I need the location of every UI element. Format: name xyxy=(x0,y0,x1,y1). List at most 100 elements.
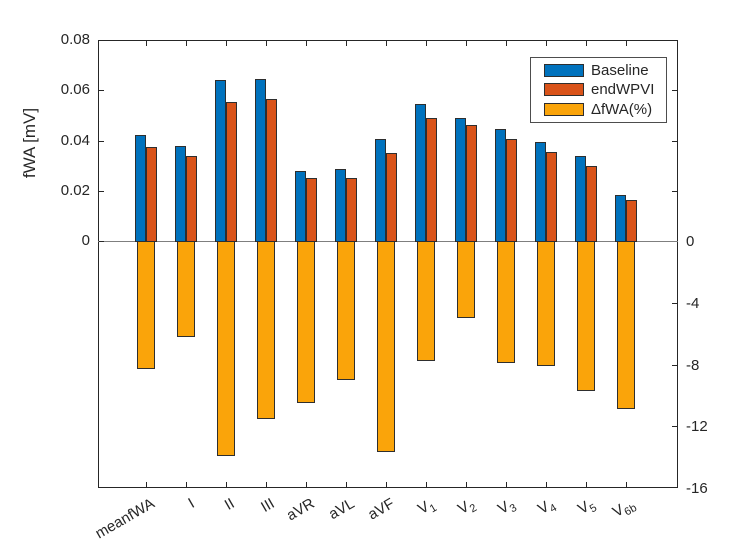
x-axis-tick-label-meanfWA: meanfWA xyxy=(92,495,158,543)
x-axis-top-tick xyxy=(426,41,427,46)
right-axis-tick-label: -16 xyxy=(686,480,708,497)
x-axis-tick-label-aVL: aVL xyxy=(325,495,358,524)
right-axis-tick xyxy=(672,426,677,428)
bar-endwpvi-I xyxy=(186,155,197,242)
right-axis-tick-label: -8 xyxy=(686,356,700,374)
x-axis-tick xyxy=(386,482,387,487)
bar-delta-fwa-V1 xyxy=(417,241,435,362)
bar-baseline-aVL xyxy=(335,169,346,242)
legend-swatch-delta-fwa xyxy=(544,102,584,116)
right-axis-tick-label: -12 xyxy=(686,418,708,436)
bar-delta-fwa-meanfWA xyxy=(137,241,155,370)
bar-delta-fwa-aVL xyxy=(337,241,355,380)
bar-endwpvi-V2 xyxy=(466,125,477,242)
bar-delta-fwa-aVR xyxy=(297,241,315,404)
left-axis-tick xyxy=(99,140,104,142)
x-axis-top-tick xyxy=(146,41,147,46)
x-axis-top-tick xyxy=(186,41,187,46)
bar-delta-fwa-V6b xyxy=(617,241,635,410)
legend-item-endwpvi: endWPVI xyxy=(531,81,666,98)
bar-endwpvi-III xyxy=(266,99,277,242)
x-axis-tick xyxy=(226,482,227,487)
bar-baseline-I xyxy=(175,145,186,242)
bar-baseline-V6b xyxy=(615,194,626,242)
legend-label-baseline: Baseline xyxy=(591,62,649,80)
bar-endwpvi-meanfWA xyxy=(146,146,157,242)
x-axis-top-tick xyxy=(386,41,387,46)
bar-baseline-V5 xyxy=(575,155,586,242)
bar-endwpvi-V6b xyxy=(626,199,637,242)
x-axis-tick-label-I: I xyxy=(185,495,198,512)
right-spine-mirror-tick xyxy=(672,190,677,192)
x-axis-top-tick xyxy=(506,41,507,46)
bar-endwpvi-II xyxy=(226,101,237,242)
legend-swatch-baseline xyxy=(544,64,584,78)
bar-delta-fwa-V3 xyxy=(497,241,515,363)
bar-endwpvi-aVF xyxy=(386,153,397,242)
bar-baseline-V2 xyxy=(455,117,466,242)
bar-delta-fwa-V5 xyxy=(577,241,595,391)
bar-endwpvi-aVR xyxy=(306,178,317,242)
x-axis-tick-label-V4: V4 xyxy=(535,498,559,518)
x-axis-top-tick xyxy=(466,41,467,46)
x-axis-tick xyxy=(146,482,147,487)
bar-baseline-meanfWA xyxy=(135,135,146,242)
bar-delta-fwa-V2 xyxy=(457,241,475,319)
x-axis-tick-label-V3: V3 xyxy=(495,498,519,518)
right-axis-tick-label: -4 xyxy=(686,294,700,312)
x-axis-tick-label-V1: V1 xyxy=(415,498,439,518)
bar-delta-fwa-aVF xyxy=(377,241,395,453)
x-axis-top-tick xyxy=(626,41,627,46)
left-axis-tick-label: 0 xyxy=(81,232,90,249)
x-axis-tick xyxy=(426,482,427,487)
x-axis-top-tick xyxy=(266,41,267,46)
legend-label-endwpvi: endWPVI xyxy=(591,81,655,99)
bar-endwpvi-V3 xyxy=(506,139,517,242)
bar-baseline-II xyxy=(215,80,226,242)
legend-item-delta-fwa: ΔfWA(%) xyxy=(531,101,666,118)
x-axis-tick xyxy=(266,482,267,487)
x-axis-top-tick xyxy=(546,41,547,46)
right-axis-tick-label: 0 xyxy=(686,233,695,250)
left-axis-tick xyxy=(99,190,104,192)
legend: Baseline endWPVI ΔfWA(%) xyxy=(530,57,667,123)
bar-delta-fwa-V4 xyxy=(537,241,555,367)
bar-endwpvi-V1 xyxy=(426,117,437,242)
left-axis-tick-label: 0.04 xyxy=(60,131,90,149)
bar-endwpvi-V5 xyxy=(586,165,597,242)
x-axis-tick xyxy=(506,482,507,487)
x-axis-top-tick xyxy=(346,41,347,46)
x-axis-tick xyxy=(546,482,547,487)
right-spine-mirror-tick xyxy=(672,140,677,142)
x-axis-tick-label-aVR: aVR xyxy=(283,495,318,525)
x-axis-tick-label-V6b: V6b xyxy=(609,501,639,521)
left-axis-tick xyxy=(99,40,104,41)
left-axis-tick xyxy=(99,241,104,242)
bar-delta-fwa-III xyxy=(257,241,275,419)
left-axis-tick-label: 0.08 xyxy=(60,31,90,48)
legend-swatch-endwpvi xyxy=(544,83,584,97)
left-axis-tick-label: 0.06 xyxy=(60,81,90,99)
x-axis-tick-label-III: III xyxy=(258,495,278,516)
bar-endwpvi-aVL xyxy=(346,178,357,242)
x-axis-tick xyxy=(586,482,587,487)
bar-baseline-V3 xyxy=(495,129,506,242)
x-axis-tick xyxy=(186,482,187,487)
x-axis-tick xyxy=(626,482,627,487)
x-axis-tick-label-II: II xyxy=(221,495,238,514)
bar-baseline-V1 xyxy=(415,104,426,242)
x-axis-tick-label-aVF: aVF xyxy=(365,495,398,524)
x-axis-tick-label-V2: V2 xyxy=(455,498,479,518)
bar-baseline-III xyxy=(255,78,266,242)
bar-endwpvi-V4 xyxy=(546,151,557,242)
bar-delta-fwa-II xyxy=(217,241,235,456)
legend-item-baseline: Baseline xyxy=(531,62,666,79)
legend-label-delta-fwa: ΔfWA(%) xyxy=(591,100,653,118)
bar-delta-fwa-I xyxy=(177,241,195,337)
right-axis-tick xyxy=(672,302,677,304)
bar-baseline-aVR xyxy=(295,170,306,242)
x-axis-tick xyxy=(346,482,347,487)
left-axis-tick-label: 0.02 xyxy=(60,181,90,199)
x-axis-tick-label-V5: V5 xyxy=(575,498,599,518)
